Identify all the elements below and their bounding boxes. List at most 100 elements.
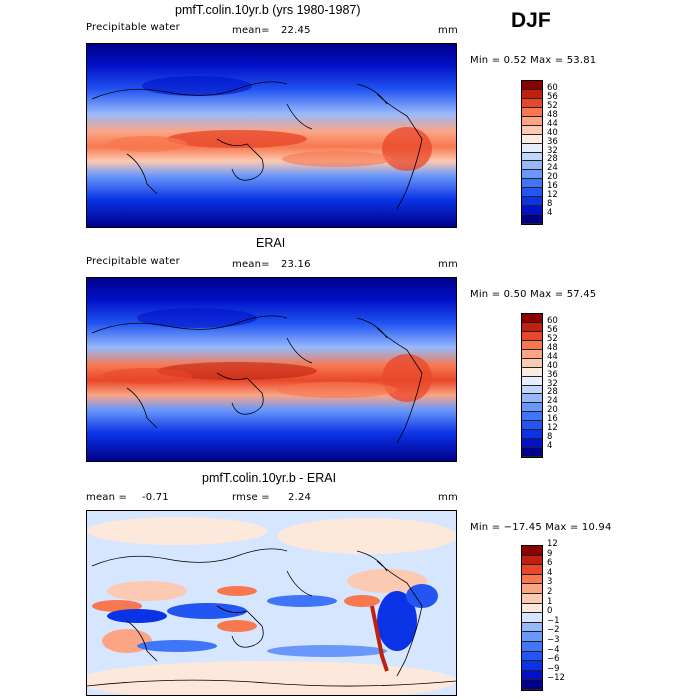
- colorbar-segment: [522, 215, 542, 224]
- colorbar-tick-label: 16: [547, 181, 558, 192]
- colorbar-segment: [522, 385, 542, 395]
- panel-3-mean-label: mean =: [86, 492, 128, 503]
- colorbar-segment: [522, 412, 542, 422]
- colorbar-segment: [522, 670, 542, 681]
- colorbar-segment: [522, 170, 542, 180]
- colorbar-segment: [522, 403, 542, 413]
- colorbar-segment: [522, 603, 542, 614]
- colorbar-segment: [522, 661, 542, 671]
- colorbar-tick-label: 32: [547, 145, 558, 156]
- colorbar-segment: [522, 367, 542, 377]
- colorbar-tick-label: 16: [547, 414, 558, 425]
- colorbar-tick-label: 24: [547, 163, 558, 174]
- colorbar-tick-label: 32: [547, 378, 558, 389]
- colorbar-tick-label: 6: [547, 558, 553, 569]
- panel-1-min-max: Min = 0.52 Max = 53.81: [470, 55, 597, 66]
- colorbar-segment: [522, 98, 542, 108]
- colorbar-tick-label: 28: [547, 387, 558, 398]
- colorbar-tick-label: 9: [547, 548, 553, 559]
- colorbar-tick-label: −1: [547, 615, 560, 626]
- panel-1-mean-label: mean=: [232, 25, 270, 36]
- colorbar-tick-label: 40: [547, 360, 558, 371]
- colorbar-tick-label: 60: [547, 82, 558, 93]
- panel-3-mean-value: -0.71: [142, 492, 169, 503]
- colorbar-tick-label: −9: [547, 663, 560, 674]
- colorbar-segment: [522, 358, 542, 368]
- colorbar-tick-label: 40: [547, 127, 558, 138]
- colorbar-tick-label: 56: [547, 91, 558, 102]
- colorbar-segment: [522, 107, 542, 117]
- colorbar-segment: [522, 574, 542, 585]
- panel-3-min-max: Min = −17.45 Max = 10.94: [470, 522, 612, 533]
- colorbar-segment: [522, 340, 542, 350]
- colorbar-tick-label: 36: [547, 369, 558, 380]
- colorbar-tick-label: 48: [547, 342, 558, 353]
- panel-1-colorbar: [521, 80, 543, 225]
- colorbar-segment: [522, 161, 542, 171]
- colorbar-tick-label: 52: [547, 333, 558, 344]
- panel-1-mean-value: 22.45: [281, 25, 311, 36]
- colorbar-segment: [522, 197, 542, 207]
- colorbar-segment: [522, 125, 542, 135]
- colorbar-tick-label: 52: [547, 100, 558, 111]
- colorbar-segment: [522, 152, 542, 162]
- colorbar-segment: [522, 349, 542, 359]
- colorbar-tick-label: 12: [547, 423, 558, 434]
- colorbar-tick-label: 4: [547, 441, 553, 452]
- colorbar-tick-label: 2: [547, 587, 553, 597]
- colorbar-segment: [522, 421, 542, 431]
- colorbar-segment: [522, 376, 542, 386]
- panel-2-variable: Precipitable water: [86, 256, 180, 267]
- colorbar-segment: [522, 143, 542, 153]
- panel-3-rmse-value: 2.24: [288, 492, 312, 503]
- colorbar-segment: [522, 394, 542, 404]
- colorbar-segment: [522, 322, 542, 332]
- panel-2-mean-label: mean=: [232, 259, 270, 270]
- colorbar-segment: [522, 613, 542, 623]
- colorbar-segment: [522, 680, 542, 690]
- panel-2-units: mm: [438, 259, 458, 270]
- panel-2-colorbar: [521, 313, 543, 458]
- colorbar-segment: [522, 331, 542, 341]
- panel-1-field: [87, 44, 456, 227]
- colorbar-tick-label: 20: [547, 405, 558, 416]
- colorbar-tick-label: 36: [547, 136, 558, 147]
- colorbar-segment: [522, 134, 542, 144]
- colorbar-segment: [522, 314, 542, 323]
- panel-3-map: [86, 510, 457, 696]
- panel-2-field: [87, 278, 456, 461]
- colorbar-tick-label: 48: [547, 109, 558, 120]
- panel-3-rmse-label: rmse =: [232, 492, 270, 503]
- colorbar-tick-label: 28: [547, 154, 558, 165]
- colorbar-segment: [522, 188, 542, 198]
- colorbar-tick-label: 20: [547, 172, 558, 183]
- colorbar-segment: [522, 593, 542, 604]
- colorbar-segment: [522, 584, 542, 594]
- colorbar-tick-label: 8: [547, 199, 553, 210]
- colorbar-tick-label: 12: [547, 539, 558, 549]
- colorbar-segment: [522, 179, 542, 189]
- panel-1-units: mm: [438, 25, 458, 36]
- colorbar-tick-label: 4: [547, 208, 553, 219]
- colorbar-tick-label: 1: [547, 596, 553, 607]
- colorbar-segment: [522, 546, 542, 556]
- colorbar-tick-label: −12: [547, 673, 565, 684]
- colorbar-segment: [522, 622, 542, 633]
- panel-2-title: ERAI: [256, 236, 286, 250]
- colorbar-segment: [522, 81, 542, 90]
- colorbar-segment: [522, 116, 542, 126]
- colorbar-tick-label: 24: [547, 396, 558, 407]
- colorbar-segment: [522, 565, 542, 575]
- colorbar-tick-label: −2: [547, 625, 560, 636]
- colorbar-tick-label: 44: [547, 118, 558, 129]
- colorbar-tick-label: −4: [547, 644, 560, 655]
- season-label: DJF: [511, 9, 551, 32]
- panel-3-colorbar: [521, 545, 543, 691]
- colorbar-segment: [522, 641, 542, 652]
- colorbar-tick-label: 0: [547, 606, 553, 617]
- panel-2-map: [86, 277, 457, 462]
- colorbar-tick-label: 3: [547, 577, 553, 588]
- colorbar-segment: [522, 89, 542, 99]
- colorbar-segment: [522, 430, 542, 440]
- colorbar-segment: [522, 632, 542, 642]
